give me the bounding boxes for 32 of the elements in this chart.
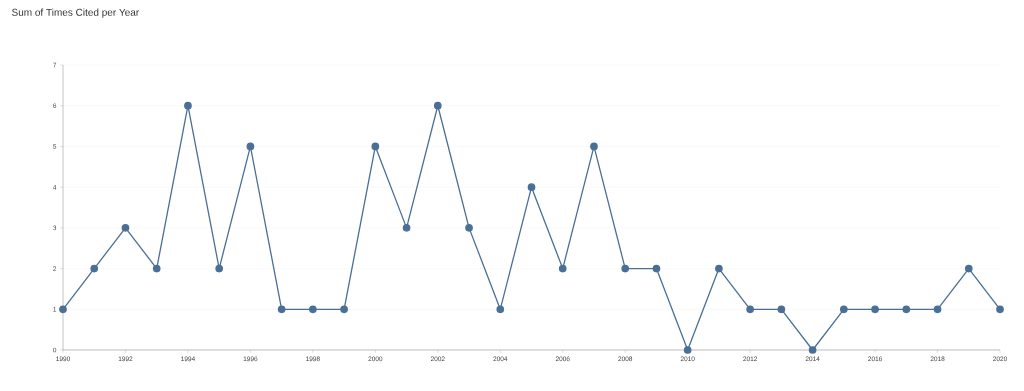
point: [277, 305, 286, 314]
point: [933, 305, 942, 314]
point: [746, 305, 754, 314]
point: [996, 305, 1004, 314]
point: [808, 346, 817, 354]
point: [402, 224, 411, 232]
point: [465, 224, 473, 232]
point: [777, 305, 786, 314]
point: [246, 142, 255, 151]
point: [527, 183, 536, 191]
point: [871, 305, 879, 314]
point: [621, 264, 630, 273]
point: [184, 101, 192, 110]
point: [496, 305, 505, 314]
point: [59, 305, 67, 314]
point: [902, 305, 911, 314]
point: [215, 264, 224, 273]
point: [683, 346, 692, 354]
point: [433, 101, 442, 110]
point: [590, 142, 598, 151]
point: [715, 264, 723, 273]
point: [309, 305, 317, 314]
point: [558, 264, 567, 273]
point: [652, 264, 661, 273]
point: [340, 305, 348, 314]
point: [152, 264, 161, 273]
chart-title: Sum of Times Cited per Year: [11, 8, 140, 18]
point: [121, 224, 130, 232]
point: [371, 142, 380, 151]
point: [839, 305, 848, 314]
point: [964, 264, 973, 273]
point: [90, 264, 99, 273]
